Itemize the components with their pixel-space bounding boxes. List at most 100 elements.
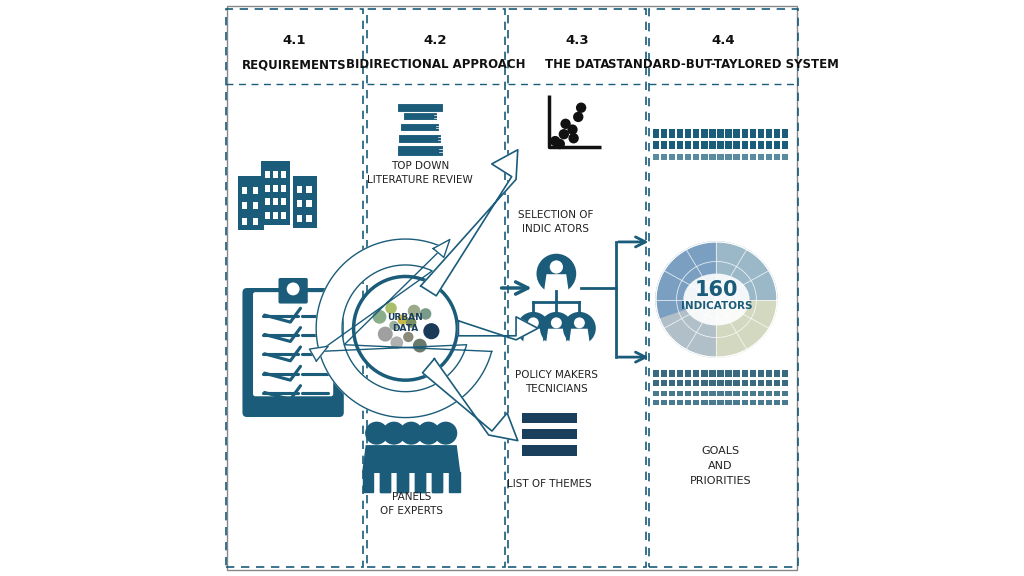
Circle shape [390,336,403,349]
FancyBboxPatch shape [766,400,772,405]
FancyBboxPatch shape [265,184,270,191]
Text: REQUIREMENTS: REQUIREMENTS [243,58,347,71]
FancyBboxPatch shape [685,400,691,405]
Polygon shape [397,446,425,472]
FancyBboxPatch shape [782,380,788,386]
FancyBboxPatch shape [693,380,699,386]
Text: URBAN
DATA: URBAN DATA [387,313,423,332]
Polygon shape [432,472,442,492]
Circle shape [573,317,585,328]
FancyBboxPatch shape [725,391,732,396]
FancyBboxPatch shape [660,154,668,160]
FancyBboxPatch shape [660,141,668,149]
Circle shape [397,314,408,325]
Text: 4.4: 4.4 [712,34,735,47]
FancyBboxPatch shape [402,112,437,120]
FancyBboxPatch shape [733,400,739,405]
FancyBboxPatch shape [297,186,302,193]
FancyBboxPatch shape [741,380,748,386]
FancyBboxPatch shape [397,103,442,112]
FancyBboxPatch shape [725,141,732,149]
FancyBboxPatch shape [253,187,258,194]
FancyBboxPatch shape [718,400,724,405]
Text: TOP DOWN
LITERATURE REVIEW: TOP DOWN LITERATURE REVIEW [367,161,473,185]
Circle shape [353,276,458,380]
FancyBboxPatch shape [718,391,724,396]
FancyBboxPatch shape [653,370,659,377]
Polygon shape [459,317,538,340]
FancyBboxPatch shape [306,186,311,193]
FancyBboxPatch shape [741,141,748,149]
Circle shape [550,260,563,274]
FancyBboxPatch shape [741,391,748,396]
Text: THE DATA: THE DATA [545,58,609,71]
Circle shape [417,422,440,445]
FancyBboxPatch shape [741,129,748,138]
FancyBboxPatch shape [750,129,756,138]
FancyBboxPatch shape [741,154,748,160]
FancyBboxPatch shape [766,380,772,386]
Polygon shape [380,446,408,472]
Circle shape [550,136,560,146]
FancyBboxPatch shape [750,141,756,149]
FancyBboxPatch shape [685,380,691,386]
FancyBboxPatch shape [677,141,683,149]
FancyBboxPatch shape [522,445,578,456]
Circle shape [413,339,427,353]
FancyBboxPatch shape [669,129,675,138]
FancyBboxPatch shape [253,292,333,396]
FancyBboxPatch shape [710,129,716,138]
Circle shape [382,422,406,445]
FancyBboxPatch shape [733,391,739,396]
FancyBboxPatch shape [660,129,668,138]
Circle shape [555,139,565,149]
FancyBboxPatch shape [741,370,748,377]
FancyBboxPatch shape [281,184,286,191]
FancyBboxPatch shape [273,171,279,178]
FancyBboxPatch shape [725,129,732,138]
FancyBboxPatch shape [750,370,756,377]
FancyBboxPatch shape [782,391,788,396]
FancyBboxPatch shape [774,380,780,386]
Polygon shape [309,346,328,361]
FancyBboxPatch shape [653,129,659,138]
Circle shape [420,308,431,320]
Text: LIST OF THEMES: LIST OF THEMES [507,479,592,489]
Text: SELECTION OF
INDIC ATORS: SELECTION OF INDIC ATORS [517,210,593,234]
FancyBboxPatch shape [701,391,708,396]
FancyBboxPatch shape [677,391,683,396]
FancyBboxPatch shape [782,129,788,138]
FancyBboxPatch shape [733,380,739,386]
FancyBboxPatch shape [741,400,748,405]
Polygon shape [433,240,450,257]
Polygon shape [362,446,390,472]
Ellipse shape [683,274,750,325]
Polygon shape [432,472,442,492]
FancyBboxPatch shape [273,212,279,219]
FancyBboxPatch shape [693,400,699,405]
FancyBboxPatch shape [718,380,724,386]
Circle shape [373,310,386,324]
FancyBboxPatch shape [766,154,772,160]
FancyBboxPatch shape [653,154,659,160]
FancyBboxPatch shape [677,154,683,160]
FancyBboxPatch shape [297,200,302,207]
FancyBboxPatch shape [710,400,716,405]
Polygon shape [415,472,425,492]
Text: POLICY MAKERS
TECNICIANS: POLICY MAKERS TECNICIANS [515,370,598,394]
Circle shape [399,422,423,445]
Polygon shape [380,472,390,492]
FancyBboxPatch shape [253,218,258,225]
FancyBboxPatch shape [685,154,691,160]
FancyBboxPatch shape [733,141,739,149]
Circle shape [568,133,579,143]
FancyBboxPatch shape [693,154,699,160]
FancyBboxPatch shape [782,141,788,149]
FancyBboxPatch shape [660,400,668,405]
FancyBboxPatch shape [758,400,764,405]
FancyBboxPatch shape [725,400,732,405]
Polygon shape [415,472,425,492]
Circle shape [537,253,577,294]
FancyBboxPatch shape [281,212,286,219]
FancyBboxPatch shape [685,141,691,149]
